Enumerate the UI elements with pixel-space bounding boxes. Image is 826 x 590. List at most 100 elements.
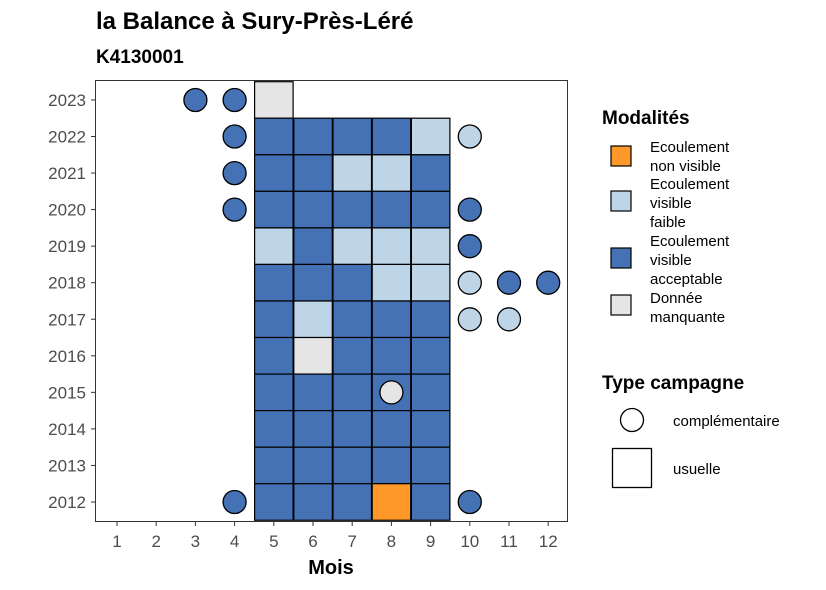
complementaire-point-2017-11 [496, 307, 522, 332]
usuelle-tile-2019-9 [410, 227, 451, 266]
usuelle-tile-2021-7 [332, 154, 373, 192]
x-tick-label: 4 [230, 532, 239, 551]
x-axis-title: Mois [308, 557, 354, 579]
usuelle-tile-2014-8 [371, 410, 412, 448]
legend-label-va: Ecoulement [650, 233, 730, 250]
legend-label-va: acceptable [650, 271, 723, 288]
x-tick-label: 3 [191, 532, 200, 551]
usuelle-tile-2020-9 [410, 190, 451, 229]
y-tick-label: 2021 [48, 164, 86, 183]
usuelle-tile-2013-9 [410, 446, 451, 485]
usuelle-tile-2018-8 [371, 263, 412, 302]
legend-type-title: Type campagne [602, 373, 744, 394]
legend-swatch-vf [610, 190, 632, 212]
legend-type: complémentaire usuelle [611, 407, 780, 489]
usuelle-tile-2017-8 [371, 300, 412, 339]
y-tick-label: 2012 [48, 493, 86, 512]
legend-swatch-nv [610, 145, 632, 167]
usuelle-tile-2013-6 [293, 446, 333, 485]
legend-square-swatch [611, 447, 653, 489]
usuelle-tile-2022-6 [293, 117, 333, 156]
y-tick-label: 2017 [48, 310, 86, 329]
usuelle-tile-2019-5 [254, 227, 294, 266]
usuelle-tile-2014-7 [332, 410, 373, 448]
usuelle-tile-2015-6 [293, 373, 333, 412]
usuelle-tile-2021-6 [293, 154, 333, 192]
usuelle-tile-2016-6 [293, 336, 333, 375]
complementaire-point-2017-10 [457, 307, 482, 332]
legend-label-dm: Donnée [650, 290, 703, 307]
usuelle-tile-2021-9 [410, 154, 451, 192]
complementaire-point-2015-8 [379, 380, 404, 405]
usuelle-tiles [254, 81, 451, 521]
x-tick-label: 5 [269, 532, 278, 551]
legend-label-vf: Ecoulement [650, 176, 730, 193]
usuelle-tile-2018-9 [410, 263, 451, 302]
legend-label-dm: manquante [650, 309, 725, 326]
complementaire-point-2018-11 [496, 270, 522, 295]
complementaire-point-2012-4 [222, 489, 247, 515]
complementaire-point-2020-10 [457, 197, 482, 222]
usuelle-tile-2021-5 [254, 154, 294, 192]
legend-modalites-title: Modalités [602, 108, 690, 129]
usuelle-tile-2017-6 [293, 300, 333, 339]
legend-label-vf: visible [650, 195, 692, 212]
usuelle-tile-2020-5 [254, 190, 294, 229]
usuelle-tile-2013-5 [254, 446, 294, 485]
legend-label-vf: faible [650, 214, 686, 231]
usuelle-tile-2022-9 [410, 117, 451, 156]
usuelle-tile-2012-9 [410, 483, 451, 521]
usuelle-tile-2020-6 [293, 190, 333, 229]
usuelle-tile-2016-7 [332, 336, 373, 375]
usuelle-tile-2017-5 [254, 300, 294, 339]
complementaire-point-2021-4 [222, 160, 247, 186]
usuelle-tile-2022-5 [254, 117, 294, 156]
usuelle-tile-2016-9 [410, 336, 451, 375]
legend-type-complementaire: complémentaire [673, 413, 780, 430]
usuelle-tile-2012-5 [254, 483, 294, 521]
usuelle-tile-2022-8 [371, 117, 412, 156]
x-tick-label: 2 [151, 532, 160, 551]
complementaire-point-2023-4 [222, 87, 247, 113]
legend-swatch-va [610, 247, 632, 269]
x-tick-label: 1 [112, 532, 121, 551]
x-tick-label: 12 [539, 532, 558, 551]
x-tick-label: 8 [387, 532, 396, 551]
chart-subtitle: K4130001 [96, 47, 184, 68]
legend-label-nv: non visible [650, 158, 721, 175]
usuelle-tile-2023-5 [254, 81, 294, 119]
y-tick-label: 2014 [48, 420, 86, 439]
usuelle-tile-2019-8 [371, 227, 412, 266]
usuelle-tile-2017-7 [332, 300, 373, 339]
x-tick-label: 9 [426, 532, 435, 551]
complementaire-point-2019-10 [457, 234, 482, 259]
usuelle-tile-2014-9 [410, 410, 451, 448]
usuelle-tile-2017-9 [410, 300, 451, 339]
legend-type-usuelle: usuelle [673, 461, 721, 478]
usuelle-tile-2015-5 [254, 373, 294, 412]
usuelle-tile-2014-6 [293, 410, 333, 448]
y-tick-label: 2022 [48, 128, 86, 147]
usuelle-tile-2016-5 [254, 336, 294, 375]
legend-label-nv: Ecoulement [650, 139, 730, 156]
legend-circle-swatch [619, 407, 645, 433]
y-tick-label: 2023 [48, 91, 86, 110]
x-tick-label: 11 [500, 532, 518, 551]
x-tick-label: 6 [308, 532, 317, 551]
usuelle-tile-2012-7 [332, 483, 373, 521]
y-tick-label: 2013 [48, 456, 86, 475]
y-tick-label: 2015 [48, 383, 86, 402]
usuelle-tile-2016-8 [371, 336, 412, 375]
usuelle-tile-2020-7 [332, 190, 373, 229]
usuelle-tile-2018-5 [254, 263, 294, 302]
y-tick-label: 2018 [48, 274, 86, 293]
chart-title: la Balance à Sury-Près-Léré [96, 8, 414, 35]
usuelle-tile-2018-7 [332, 263, 373, 302]
usuelle-tile-2013-8 [371, 446, 412, 485]
complementaire-point-2018-12 [536, 270, 561, 295]
x-tick-label: 7 [347, 532, 356, 551]
x-axis: 1 2 3 4 5 6 7 8 9 10 11 12 [112, 521, 558, 551]
y-tick-label: 2020 [48, 201, 86, 220]
